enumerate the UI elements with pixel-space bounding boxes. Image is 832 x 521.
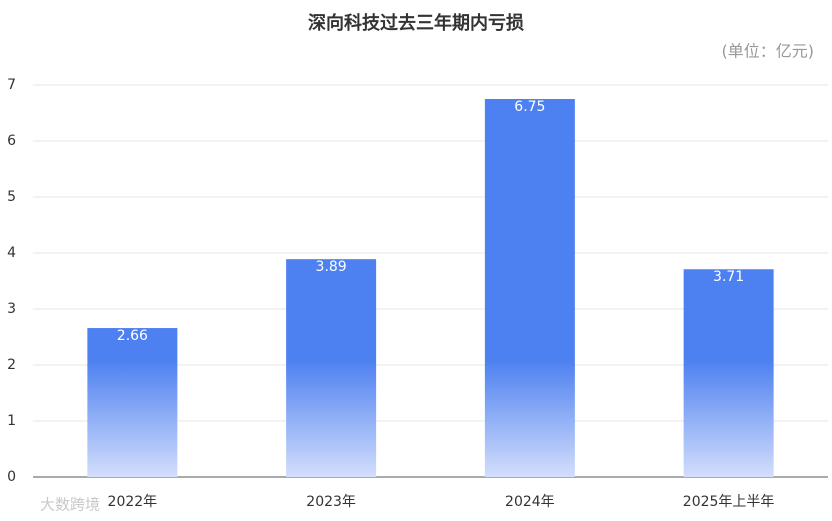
value-label: 2.66 (117, 328, 148, 344)
chart-title: 深向科技过去三年期内亏损 (308, 12, 524, 34)
bar (87, 328, 178, 477)
bar (484, 99, 575, 477)
y-tick-label: 3 (7, 301, 16, 317)
bar (683, 269, 774, 477)
y-tick-label: 2 (7, 357, 16, 373)
y-tick-label: 6 (7, 133, 16, 149)
bar (286, 259, 377, 477)
y-tick-label: 7 (7, 77, 16, 93)
x-tick-label: 2023年 (306, 494, 356, 510)
x-tick-label: 2025年上半年 (683, 494, 775, 510)
x-tick-label: 2022年 (108, 494, 158, 510)
chart-subtitle: (单位：亿元) (722, 42, 815, 61)
value-label: 3.89 (316, 259, 347, 275)
value-label: 6.75 (514, 99, 545, 115)
y-tick-label: 4 (7, 245, 16, 261)
y-tick-label: 5 (7, 189, 16, 205)
x-tick-label: 2024年 (505, 494, 555, 510)
y-tick-label: 0 (7, 469, 16, 485)
value-label: 3.71 (713, 269, 744, 285)
watermark: 大数跨境 (40, 496, 100, 514)
y-tick-label: 1 (7, 413, 16, 429)
